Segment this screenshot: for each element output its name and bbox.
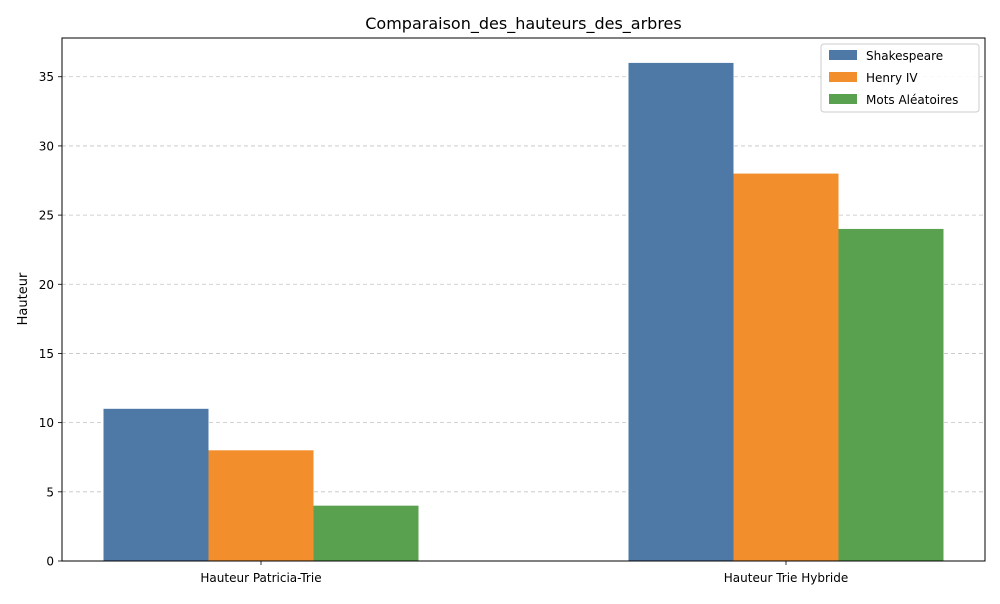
y-tick-label: 25 [39, 209, 54, 223]
bar-henry-iv-0 [208, 450, 314, 561]
legend-swatch [829, 94, 857, 104]
x-tick-label: Hauteur Trie Hybride [724, 571, 848, 585]
y-tick-label: 35 [39, 70, 54, 84]
y-tick-label: 15 [39, 347, 54, 361]
y-axis-label: Hauteur [16, 272, 31, 325]
legend-label: Henry IV [866, 71, 918, 85]
x-tick-label: Hauteur Patricia-Trie [200, 571, 321, 585]
bars [103, 62, 944, 562]
y-tick-label: 30 [39, 139, 54, 153]
bar-shakespeare-1 [628, 62, 734, 562]
legend-swatch [829, 72, 857, 82]
bar-shakespeare-0 [103, 408, 209, 561]
legend-swatch [829, 50, 857, 60]
legend: Shakespeare Henry IV Mots Aléatoires [820, 43, 980, 113]
legend-label: Mots Aléatoires [866, 93, 958, 107]
axes [61, 37, 986, 562]
y-tick-label: 0 [46, 555, 54, 569]
y-axis-ticks: 0 5 10 15 20 25 30 35 [39, 70, 62, 569]
bar-mots-al-atoires-1 [838, 228, 944, 561]
x-axis-ticks: Hauteur Patricia-Trie Hauteur Trie Hybrid… [200, 561, 848, 585]
legend-box [820, 43, 980, 113]
y-tick-label: 20 [39, 278, 54, 292]
y-tick-label: 5 [46, 485, 54, 499]
plot-frame [61, 37, 986, 562]
chart-title: Comparaison_des_hauteurs_des_arbres [365, 14, 681, 34]
y-tick-label: 10 [39, 416, 54, 430]
bar-mots-al-atoires-0 [313, 505, 419, 561]
bar-henry-iv-1 [733, 173, 839, 561]
legend-label: Shakespeare [866, 49, 943, 63]
